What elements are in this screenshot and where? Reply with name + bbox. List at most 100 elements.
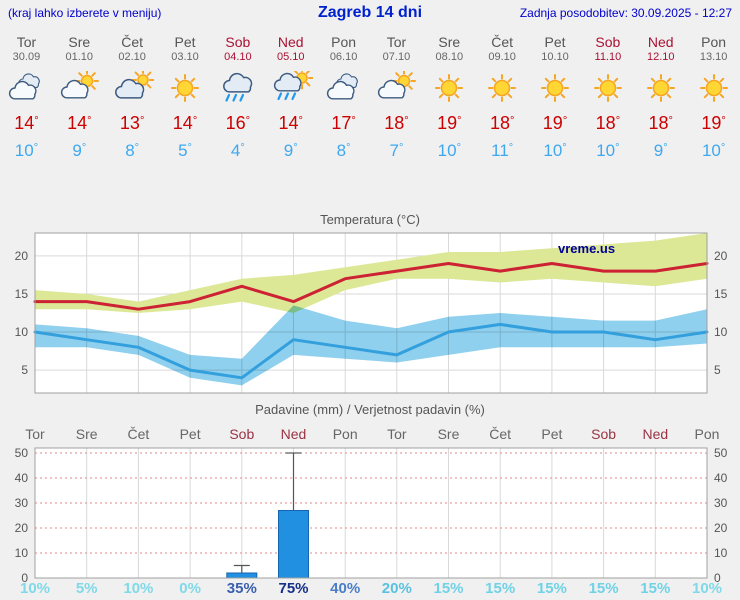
low-temp: 10° [543, 141, 567, 160]
forecast-day[interactable]: Ned 05.10 14° 9° [264, 32, 317, 161]
high-temp: 14° [67, 113, 92, 133]
svg-text:40: 40 [15, 471, 29, 485]
svg-text:20: 20 [714, 249, 728, 263]
precip-day-label: Tor [387, 426, 407, 442]
sunny-icon [634, 71, 687, 111]
day-date: 08.10 [435, 51, 464, 63]
day-name: Pet [174, 34, 196, 50]
low-temp: 4° [230, 141, 245, 160]
forecast-day[interactable]: Pet 10.10 19° 10° [529, 32, 582, 161]
precip-probability: 40% [330, 580, 361, 597]
sunny-icon [581, 71, 634, 111]
forecast-day[interactable]: Čet 02.10 13° 8° [106, 32, 159, 161]
mostly-cloudy-icon [106, 68, 159, 111]
low-temp: 10° [701, 141, 726, 160]
svg-text:0: 0 [714, 571, 721, 585]
low-temp: 11° [491, 141, 514, 160]
cloudy-icon [0, 71, 53, 111]
forecast-day[interactable]: Sre 08.10 19° 10° [423, 32, 476, 161]
forecast-day[interactable]: Sre 01.10 14° 9° [53, 32, 106, 161]
day-date: 03.10 [171, 51, 199, 63]
low-temp: 8° [125, 141, 140, 160]
precip-day-labels: Tor Sre Čet Pet Sob Ned Pon Tor Sre Čet Pet Sob Ned P… [0, 426, 740, 444]
day-name: Tor [16, 34, 37, 50]
low-temp: 9° [72, 141, 87, 160]
day-date: 07.10 [382, 51, 411, 63]
day-date: 06.10 [329, 51, 358, 63]
precip-probability: 15% [485, 580, 516, 597]
precip-day-label: Tor [25, 426, 45, 442]
day-name: Sob [225, 34, 251, 50]
precip-day-label: Pet [541, 426, 563, 442]
svg-text:5: 5 [714, 363, 721, 377]
precip-day-label: Pon [694, 426, 720, 442]
low-temp: 5° [178, 141, 192, 160]
temp-chart-title: Temperatura (°C) [320, 212, 420, 227]
forecast-day[interactable]: Sob 04.10 16° 4° [211, 32, 264, 161]
svg-text:30: 30 [15, 496, 29, 510]
forecast-day[interactable]: Pet 03.10 14° 5° [159, 32, 212, 161]
precip-chart-title: Padavine (mm) / Verjetnost padavin (%) [255, 402, 485, 417]
precip-day-label: Sre [75, 426, 98, 442]
svg-text:20: 20 [15, 521, 29, 535]
svg-text:0: 0 [21, 571, 28, 585]
precip-day-label: Pet [179, 426, 201, 442]
day-date: 09.10 [488, 51, 516, 63]
day-date: 01.10 [65, 51, 94, 63]
precip-probability: 15% [588, 580, 619, 597]
day-name: Čet [121, 34, 144, 50]
forecast-day[interactable]: Ned 12.10 18° 9° [634, 32, 687, 161]
forecast-day[interactable]: Pon 06.10 17° 8° [317, 32, 370, 161]
precip-probability: 15% [433, 580, 464, 597]
sunny-icon [476, 71, 529, 111]
high-temp: 19° [701, 113, 726, 133]
page-title: Zagreb 14 dni [317, 4, 423, 21]
precip-probability: 75% [278, 580, 309, 597]
precip-probability: 35% [226, 580, 257, 597]
cloudy-icon [317, 71, 370, 111]
forecast-day[interactable]: Čet 09.10 18° 11° [476, 32, 529, 161]
day-name: Sre [68, 34, 91, 50]
precip-probability: 0% [179, 580, 201, 597]
precip-day-label: Sre [437, 426, 460, 442]
high-temp: 13° [119, 113, 145, 133]
forecast-strip: Tor 30.09 14° 10° Sre 01.10 14° 9° Čet 02.10 13° 8°… [0, 32, 740, 161]
high-temp: 17° [331, 113, 356, 133]
high-temp: 18° [648, 113, 673, 133]
sunny-icon [687, 71, 740, 111]
low-temp: 9° [653, 141, 668, 160]
svg-text:20: 20 [714, 521, 728, 535]
svg-text:10: 10 [15, 546, 29, 560]
low-temp: 9° [283, 141, 298, 160]
low-temp: 7° [389, 141, 404, 160]
low-temp: 10° [437, 141, 461, 160]
svg-text:20: 20 [15, 249, 29, 263]
precip-day-label: Sob [229, 426, 255, 442]
precip-probability: 5% [75, 580, 98, 597]
svg-text:vreme.us: vreme.us [558, 241, 615, 256]
forecast-day[interactable]: Tor 07.10 18° 7° [370, 32, 423, 161]
day-date: 13.10 [699, 51, 728, 63]
precip-probability: 20% [381, 580, 412, 597]
sunny-icon [529, 71, 582, 111]
day-name: Ned [277, 34, 304, 50]
forecast-day[interactable]: Sob 11.10 18° 10° [581, 32, 634, 161]
svg-text:15: 15 [15, 287, 29, 301]
precip-probability: 15% [640, 580, 671, 597]
low-temp: 10° [14, 141, 39, 160]
day-date: 05.10 [276, 51, 305, 63]
day-name: Pet [544, 34, 566, 50]
day-name: Sob [595, 34, 621, 50]
forecast-day[interactable]: Pon 13.10 19° 10° [687, 32, 740, 161]
day-date: 30.09 [12, 51, 41, 63]
day-date: 02.10 [118, 51, 146, 63]
high-temp: 14° [14, 113, 39, 133]
location-menu-hint: (kraj lahko izberete v meniju) [8, 6, 162, 20]
svg-text:50: 50 [15, 446, 29, 460]
high-temp: 14° [278, 113, 303, 133]
day-name: Ned [647, 34, 674, 50]
precip-day-label: Čet [489, 426, 512, 442]
precip-day-label: Sob [591, 426, 617, 442]
forecast-day[interactable]: Tor 30.09 14° 10° [0, 32, 53, 161]
precip-probability: 10% [123, 580, 154, 597]
